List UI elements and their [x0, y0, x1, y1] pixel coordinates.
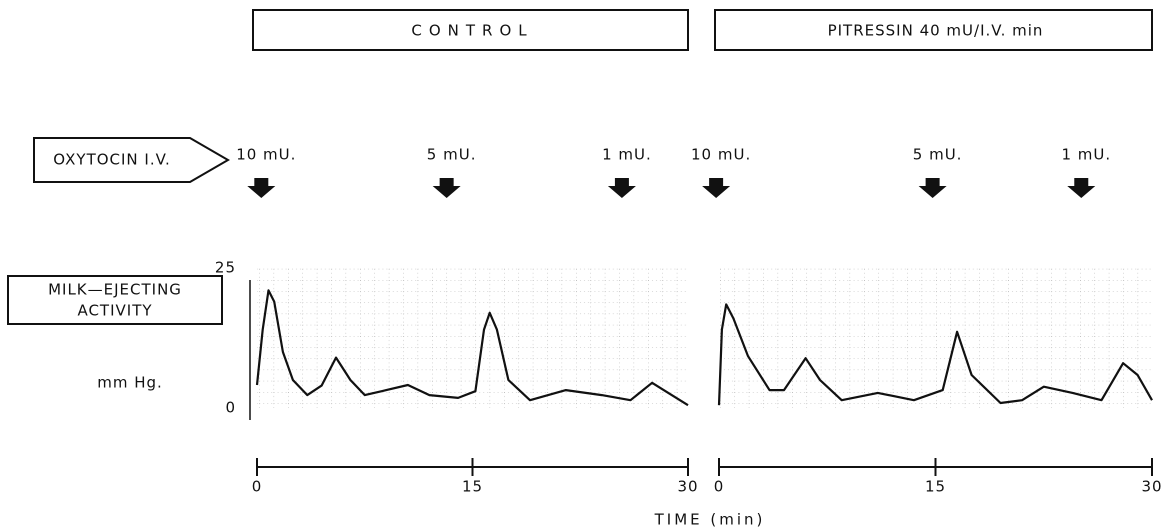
- dose-amount: 5 mU.: [427, 146, 477, 164]
- dose-arrow: [702, 178, 731, 198]
- panel-title: CONTROL: [411, 22, 533, 40]
- dose-arrow: [918, 178, 947, 198]
- dose-amount: 10 mU.: [236, 146, 296, 164]
- y-tick-label: 25: [215, 259, 236, 277]
- dose-amount: 10 mU.: [691, 146, 751, 164]
- panel-title: PITRESSIN 40 mU/I.V. min: [828, 22, 1044, 40]
- y-label: ACTIVITY: [77, 302, 152, 320]
- trace: [255, 289, 689, 407]
- dose-label: OXYTOCIN I.V.: [53, 151, 170, 169]
- x-tick-label: 30: [1141, 478, 1162, 496]
- title-box: [252, 9, 689, 51]
- dose-amount: 1 mU.: [1061, 146, 1111, 164]
- x-tick-label: 0: [714, 478, 725, 496]
- dose-arrow: [1067, 178, 1096, 198]
- y-tick-label: 0: [225, 399, 236, 417]
- x-tick-label: 0: [252, 478, 263, 496]
- dose-arrow: [607, 178, 636, 198]
- dose-box: [33, 137, 230, 183]
- x-tick-label: 15: [462, 478, 483, 496]
- dose-arrow: [247, 178, 276, 198]
- trace: [717, 303, 1153, 406]
- dose-amount: 1 mU.: [602, 146, 652, 164]
- y-label: MILK—EJECTING: [48, 281, 182, 299]
- y-unit: mm Hg.: [97, 374, 163, 392]
- x-tick-label: 15: [925, 478, 946, 496]
- chart-paper: [719, 268, 1152, 408]
- x-axis-title: TIME (min): [654, 511, 766, 529]
- y-label-box: [7, 275, 223, 325]
- title-box: [714, 9, 1153, 51]
- chart-paper: [257, 268, 688, 408]
- dose-arrow: [432, 178, 461, 198]
- x-tick-label: 30: [677, 478, 698, 496]
- dose-amount: 5 mU.: [913, 146, 963, 164]
